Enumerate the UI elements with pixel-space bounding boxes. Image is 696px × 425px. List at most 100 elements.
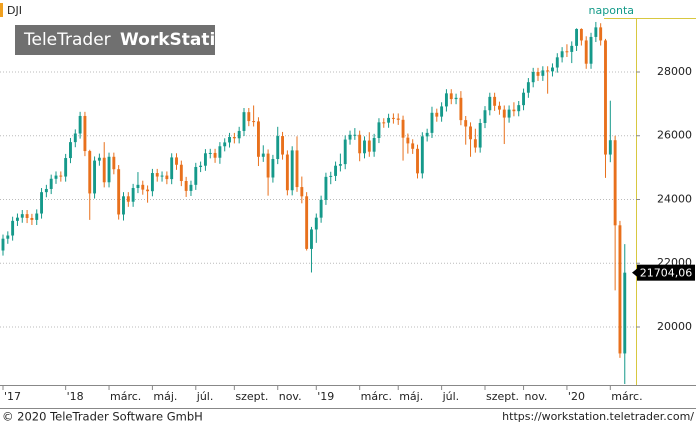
candle-body <box>425 132 429 137</box>
candle-body <box>1 238 5 251</box>
candle-body <box>208 152 212 154</box>
candle-body <box>444 93 448 107</box>
candle-body <box>372 137 376 152</box>
candle-body <box>136 184 140 189</box>
candle-body <box>295 150 299 188</box>
candle-body <box>367 140 371 152</box>
candle-body <box>189 184 193 191</box>
candle-body <box>541 70 545 76</box>
candle-body <box>618 225 622 354</box>
x-tick-label: júl. <box>442 390 460 403</box>
candle-body <box>194 166 198 185</box>
candle-body <box>599 27 603 41</box>
candle-body <box>353 134 357 136</box>
candle-body <box>406 137 410 144</box>
candle-body <box>469 126 472 140</box>
candle-body <box>30 217 34 220</box>
candle-body <box>88 151 92 194</box>
candle-body <box>531 71 535 83</box>
candle-body <box>498 105 501 110</box>
x-tick-label: szept. <box>486 390 519 403</box>
candle-body <box>565 51 569 53</box>
candle-body <box>305 196 309 249</box>
candle-body <box>604 40 607 155</box>
x-tick-label: '19 <box>317 390 334 403</box>
candle-body <box>517 105 521 112</box>
chart-title: DJI <box>7 4 22 17</box>
chart-subtitle: naponta <box>589 4 634 17</box>
candle-body <box>290 150 294 191</box>
candle-body <box>93 160 97 194</box>
candle-body <box>11 220 15 236</box>
candle-body <box>97 157 101 161</box>
candle-body <box>348 134 352 140</box>
candle-body <box>141 184 145 190</box>
x-tick-label: nov. <box>525 390 548 403</box>
x-tick-label: máj. <box>399 390 423 403</box>
candle-body <box>464 120 468 127</box>
candle-body <box>112 156 116 170</box>
candle-body <box>411 143 415 149</box>
candle-body <box>338 164 342 166</box>
candle-body <box>218 146 222 158</box>
candle-body <box>300 187 304 197</box>
candle-body <box>459 97 463 121</box>
x-tick-label: júl. <box>196 390 214 403</box>
candle-body <box>232 137 236 139</box>
candle-body <box>175 157 178 165</box>
candle-body <box>35 213 39 220</box>
candle-body <box>20 214 24 218</box>
candle-body <box>281 136 284 155</box>
watermark-brand: TeleTrader <box>23 30 111 50</box>
candle-body <box>589 36 593 64</box>
candle-body <box>261 153 265 157</box>
candle-body <box>440 106 444 117</box>
candle-body <box>257 121 260 157</box>
candle-body <box>358 134 362 154</box>
candle-body <box>165 175 169 180</box>
candle-body <box>237 130 241 139</box>
candle-body <box>623 272 627 354</box>
candle-body <box>44 188 48 193</box>
candle-body <box>613 140 617 226</box>
candle-body <box>252 121 256 123</box>
x-tick-label: máj. <box>153 390 177 403</box>
candle-body <box>363 140 366 154</box>
candle-body <box>401 119 405 138</box>
x-tick-label: nov. <box>279 390 302 403</box>
candle-body <box>526 82 530 93</box>
candle-body <box>266 153 270 178</box>
x-tick-label: '17 <box>4 390 21 403</box>
candle-body <box>126 196 130 202</box>
candle-body <box>579 28 583 41</box>
candle-body <box>387 117 391 123</box>
candle-body <box>420 136 424 174</box>
y-tick-label: 24000 <box>657 192 692 205</box>
candle-body <box>170 157 174 180</box>
candle-body <box>64 158 68 177</box>
x-tick-label: '18 <box>67 390 84 403</box>
candle-body <box>483 110 487 123</box>
candle-body <box>575 28 579 46</box>
candle-body <box>285 154 289 191</box>
candle-body <box>78 115 82 134</box>
copyright: © 2020 TeleTrader Software GmbH <box>2 410 203 424</box>
candle-body <box>122 196 125 215</box>
candle-body <box>179 164 183 182</box>
candle-body <box>488 96 492 111</box>
candle-body <box>228 137 231 143</box>
candle-body <box>536 71 540 76</box>
x-tick-label: márc. <box>611 390 642 403</box>
candle-body <box>117 169 121 215</box>
candle-body <box>329 175 333 177</box>
candle-body <box>40 192 43 214</box>
candle-body <box>199 165 203 167</box>
x-tick-label: szept. <box>235 390 268 403</box>
symbol-marker <box>0 3 3 17</box>
candle-body <box>83 115 87 152</box>
candle-body <box>430 112 434 133</box>
candle-body <box>435 112 439 117</box>
candle-body <box>478 122 482 148</box>
candle-body <box>416 148 419 174</box>
